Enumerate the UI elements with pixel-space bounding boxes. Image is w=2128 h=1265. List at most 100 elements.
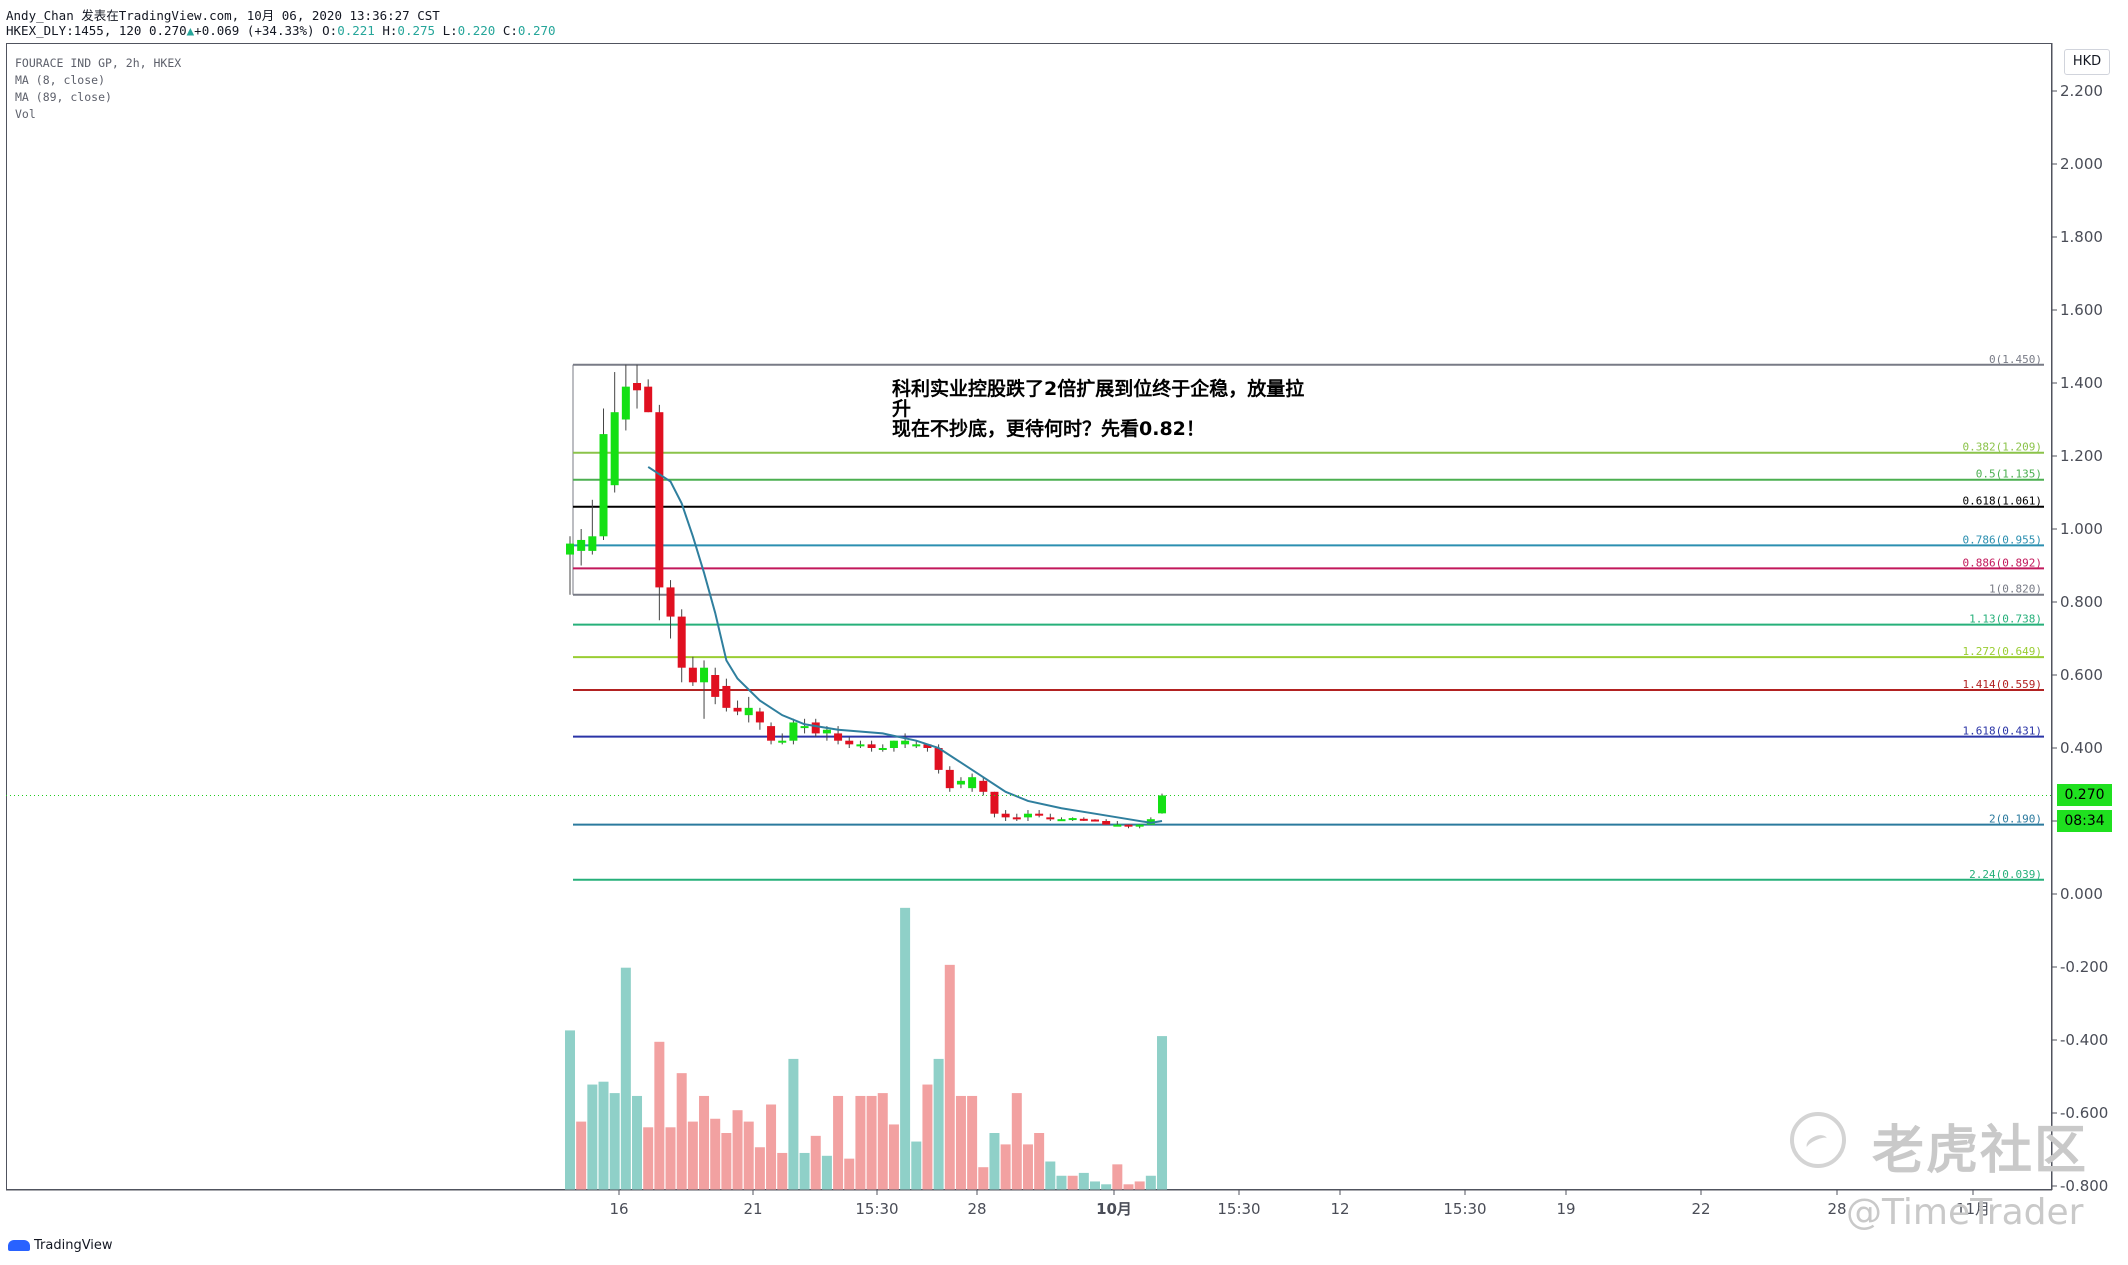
- indicator-legend: FOURACE IND GP, 2h, HKEX MA (8, close) M…: [15, 55, 181, 123]
- ma-8-line: [647, 466, 1163, 824]
- candle-body: [1001, 813, 1010, 818]
- volume-bar: [1045, 1161, 1056, 1190]
- price-axis[interactable]: 2.200 2.000 1.800 1.600 1.400 1.200 1.000 0.800…: [2052, 82, 2108, 1195]
- candle-body: [722, 685, 731, 708]
- volume-bar: [900, 907, 911, 1190]
- volume-bar: [810, 1135, 821, 1190]
- volume-bar: [576, 1121, 587, 1190]
- candle-body: [934, 748, 943, 770]
- open-label: O:: [322, 23, 338, 38]
- candle-body: [1023, 813, 1032, 818]
- volume-bar: [609, 1093, 620, 1190]
- candle-body: [800, 726, 809, 729]
- up-arrow-icon: ▲: [186, 23, 195, 38]
- volume-bar: [654, 1041, 665, 1190]
- volume-bar: [598, 1081, 609, 1190]
- volume-bar: [833, 1095, 844, 1190]
- time-axis[interactable]: 16 21 15:30 28 10月 15:30 12 15:30 19 22 28 11月: [609, 1190, 1990, 1218]
- candle-body: [968, 777, 977, 789]
- fib-level-label: 0.786(0.955): [1963, 533, 2042, 546]
- candle-body: [1090, 819, 1099, 822]
- tiger-logo-icon: [1790, 1112, 1846, 1168]
- candle-body: [1124, 824, 1133, 827]
- volume-bar: [799, 1152, 810, 1190]
- fib-level-label: 1.272(0.649): [1963, 645, 2042, 658]
- last-price-badge: 0.270: [2057, 784, 2112, 807]
- legend-ma8[interactable]: MA (8, close): [15, 73, 106, 87]
- legend-ma89[interactable]: MA (89, close): [15, 90, 112, 104]
- legend-vol[interactable]: Vol: [15, 107, 36, 121]
- volume-bar: [587, 1084, 598, 1190]
- candle-body: [1035, 813, 1044, 816]
- volume-bar: [1000, 1144, 1011, 1190]
- low-value: 0.220: [457, 23, 496, 38]
- candle-body: [711, 675, 720, 697]
- volume-bar: [989, 1133, 1000, 1190]
- time-axis-tick-label: 10月: [1096, 1200, 1132, 1218]
- volume-bar: [955, 1095, 966, 1190]
- annotation-text[interactable]: 科利实业控股跌了2倍扩展到位终于企稳，放量拉 升 现在不抄底，更待何时？先看0.…: [892, 379, 1342, 439]
- publish-info: Andy_Chan 发表在TradingView.com, 10月 06, 20…: [6, 5, 440, 24]
- volume-bar: [754, 1147, 765, 1190]
- price-axis-tick-label: 0.000: [2060, 885, 2103, 903]
- footer-brand[interactable]: TradingView: [8, 1238, 113, 1253]
- candle-body: [811, 722, 820, 734]
- fib-level-label: 0.5(1.135): [1976, 468, 2042, 481]
- volume-bar: [1145, 1175, 1156, 1190]
- time-axis-tick-label: 21: [743, 1200, 762, 1218]
- bar-countdown-badge: 08:34: [2057, 810, 2112, 832]
- fib-level-label: 0(1.450): [1989, 353, 2042, 366]
- volume-bar: [1011, 1093, 1022, 1190]
- volume-bar: [821, 1155, 832, 1190]
- candle-body: [633, 383, 642, 391]
- volume-bar: [620, 967, 631, 1190]
- volume-bar: [687, 1121, 698, 1190]
- publish-info-text: Andy_Chan 发表在TradingView.com, 10月 06, 20…: [6, 8, 440, 23]
- time-axis-tick-label: 12: [1330, 1200, 1349, 1218]
- volume-bar: [643, 1127, 654, 1190]
- price-axis-tick-label: 0.400: [2060, 739, 2103, 757]
- price-axis-tick-label: 1.600: [2060, 301, 2103, 319]
- volume-bar: [1034, 1133, 1045, 1190]
- fib-level-label: 0.886(0.892): [1963, 556, 2042, 569]
- volume-bar: [888, 1124, 899, 1190]
- open-value: 0.221: [337, 23, 375, 38]
- candle-body: [1068, 818, 1077, 821]
- candle-body: [744, 707, 753, 716]
- candle-body: [767, 726, 776, 741]
- volume-bar: [844, 1158, 855, 1190]
- candle-body: [945, 769, 954, 789]
- volume-bar: [743, 1121, 754, 1190]
- volume-bar: [676, 1073, 687, 1190]
- volume-bar: [710, 1118, 721, 1190]
- ohlc-bar: HKEX_DLY:1455, 120 0.270▲+0.069 (+34.33%…: [6, 23, 556, 38]
- legend-symbol[interactable]: FOURACE IND GP, 2h, HKEX: [15, 56, 182, 70]
- candle-body: [1102, 821, 1111, 825]
- tradingview-logo-icon: [8, 1240, 30, 1251]
- candle-body: [1079, 818, 1088, 821]
- price-axis-tick-label: -0.800: [2060, 1177, 2108, 1195]
- currency-button[interactable]: HKD: [2064, 49, 2110, 75]
- price-axis-tick-label: 1.200: [2060, 447, 2103, 465]
- volume-bar: [1157, 1036, 1168, 1190]
- volume-bar: [967, 1095, 978, 1190]
- fib-extension-tool[interactable]: 0(1.450) 0.382(1.209) 0.5(1.135) 0.618(1.06…: [572, 353, 2044, 881]
- candle-body: [889, 740, 898, 748]
- candle-body: [588, 536, 597, 551]
- volume-bar: [1067, 1175, 1078, 1190]
- volume-bar: [632, 1095, 643, 1190]
- volume-bar: [1078, 1172, 1089, 1190]
- candle-body: [700, 667, 709, 683]
- candle-body: [1113, 824, 1122, 827]
- time-axis-tick-label: 11月: [1956, 1200, 1990, 1218]
- candle-body: [733, 707, 742, 712]
- time-axis-tick-label: 22: [1691, 1200, 1710, 1218]
- price-axis-tick-label: 1.400: [2060, 374, 2103, 392]
- candle-body: [655, 412, 664, 588]
- volume-bar: [788, 1058, 799, 1190]
- volume-bar: [665, 1127, 676, 1190]
- candle-body: [677, 616, 686, 668]
- candle-body: [822, 729, 831, 734]
- fib-level-label: 2.24(0.039): [1969, 868, 2042, 881]
